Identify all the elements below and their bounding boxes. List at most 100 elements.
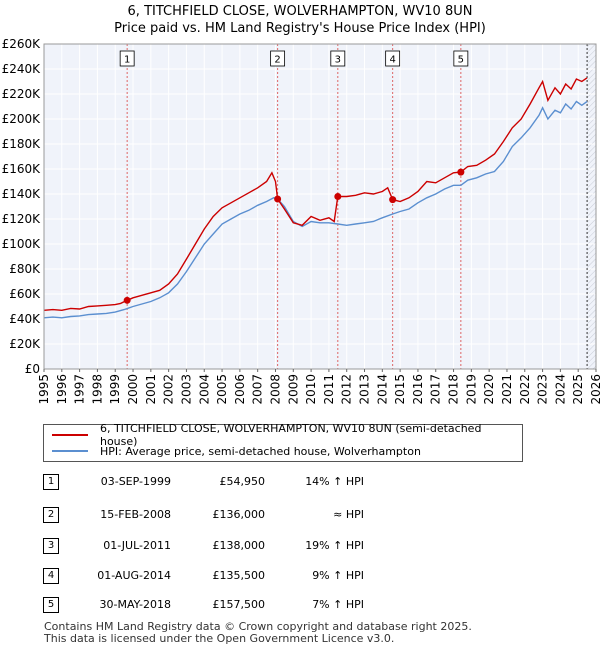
x-tick-label: 2001 xyxy=(144,374,158,405)
x-tick-label: 1999 xyxy=(108,374,122,405)
sale-label: 5 xyxy=(458,55,464,66)
sale-point xyxy=(334,193,342,200)
x-tick-label: 2003 xyxy=(179,374,193,405)
x-tick-label: 2012 xyxy=(340,374,354,405)
transaction-price: £138,000 xyxy=(212,539,266,552)
x-tick-label: 2000 xyxy=(126,374,140,405)
hpi-series-line xyxy=(43,100,588,319)
y-tick-label: £260K xyxy=(2,37,42,51)
transaction-number: 5 xyxy=(43,597,59,613)
y-tick-label: £60K xyxy=(9,287,41,301)
sale-label-box xyxy=(330,50,346,67)
transaction-hpi-diff: ≈ HPI xyxy=(333,508,364,521)
y-tick-label: £80K xyxy=(9,262,41,276)
transaction-hpi-diff: 9% ↑ HPI xyxy=(312,569,364,582)
transaction-date: 01-JUL-2011 xyxy=(103,539,171,552)
x-tick-label: 2026 xyxy=(589,374,600,405)
x-tick-label: 2024 xyxy=(553,374,567,405)
x-tick-label: 2013 xyxy=(358,374,372,405)
x-tick-label: 2002 xyxy=(162,374,176,405)
x-tick-label: 2009 xyxy=(286,374,300,405)
property-series-line xyxy=(43,77,588,312)
chart-title-line2: Price paid vs. HM Land Registry's House … xyxy=(114,21,486,36)
y-tick-label: £40K xyxy=(9,312,41,326)
x-tick-label: 2017 xyxy=(429,374,443,405)
sale-point xyxy=(123,296,131,304)
x-tick-label: 1995 xyxy=(37,374,51,405)
table-row: 5 30-MAY-2018 £157,500 7% ↑ HPI xyxy=(43,597,463,613)
transaction-number: 3 xyxy=(43,538,59,554)
x-tick-label: 2014 xyxy=(375,374,389,405)
y-tick-label: £160K xyxy=(2,162,42,176)
transaction-price: £136,000 xyxy=(212,508,266,521)
sale-point xyxy=(274,195,282,203)
x-tick-label: 2022 xyxy=(518,374,532,405)
x-tick-label: 2023 xyxy=(536,374,550,405)
x-tick-label: 2021 xyxy=(500,374,514,405)
transaction-price: £135,500 xyxy=(212,569,266,582)
legend-item-property: 6, TITCHFIELD CLOSE, WOLVERHAMPTON, WV10… xyxy=(52,422,522,448)
x-tick-label: 1997 xyxy=(73,374,87,405)
x-tick-label: 2018 xyxy=(447,374,461,405)
sale-label-box xyxy=(453,50,469,67)
x-tick-label: 2025 xyxy=(571,374,585,405)
transaction-date: 15-FEB-2008 xyxy=(100,508,171,521)
x-tick-label: 2020 xyxy=(482,374,496,405)
table-row: 2 15-FEB-2008 £136,000 ≈ HPI xyxy=(43,507,463,523)
sale-label-box xyxy=(270,50,286,67)
transaction-number: 4 xyxy=(43,568,59,584)
x-tick-label: 2008 xyxy=(268,374,282,405)
x-tick-label: 2007 xyxy=(251,374,265,405)
transaction-hpi-diff: 14% ↑ HPI xyxy=(305,475,364,488)
transaction-price: £157,500 xyxy=(212,598,266,611)
transaction-hpi-diff: 19% ↑ HPI xyxy=(305,539,364,552)
transaction-number: 1 xyxy=(43,474,59,490)
y-tick-label: £200K xyxy=(2,112,42,126)
table-row: 1 03-SEP-1999 £54,950 14% ↑ HPI xyxy=(43,474,463,490)
footer-license: This data is licensed under the Open Gov… xyxy=(44,632,395,645)
sale-label: 3 xyxy=(335,55,341,66)
x-tick-label: 2016 xyxy=(411,374,425,405)
x-tick-label: 1996 xyxy=(55,374,69,405)
transaction-hpi-diff: 7% ↑ HPI xyxy=(312,598,364,611)
x-tick-label: 1998 xyxy=(90,374,104,405)
plot-border xyxy=(43,43,597,370)
table-row: 3 01-JUL-2011 £138,000 19% ↑ HPI xyxy=(43,538,463,554)
y-tick-label: £140K xyxy=(2,187,42,201)
y-tick-label: £220K xyxy=(2,87,42,101)
legend-swatch-property xyxy=(52,434,88,436)
transaction-number: 2 xyxy=(43,507,59,523)
transaction-date: 30-MAY-2018 xyxy=(99,598,171,611)
transaction-date: 03-SEP-1999 xyxy=(100,475,171,488)
chart-legend: 6, TITCHFIELD CLOSE, WOLVERHAMPTON, WV10… xyxy=(43,422,523,462)
x-tick-label: 2005 xyxy=(215,374,229,405)
sale-label: 4 xyxy=(389,55,395,66)
y-tick-label: £0 xyxy=(25,362,40,376)
legend-label-hpi: HPI: Average price, semi-detached house,… xyxy=(100,444,421,458)
x-tick-label: 2011 xyxy=(322,374,336,405)
x-tick-label: 2019 xyxy=(464,374,478,405)
transaction-date: 01-AUG-2014 xyxy=(97,569,171,582)
sale-label-box xyxy=(385,50,401,67)
x-tick-label: 2010 xyxy=(304,374,318,405)
sale-label: 1 xyxy=(124,55,130,66)
legend-item-hpi: HPI: Average price, semi-detached house,… xyxy=(52,443,421,459)
y-tick-label: £240K xyxy=(2,62,42,76)
y-tick-label: £180K xyxy=(2,137,42,151)
sale-label: 2 xyxy=(274,55,280,66)
footer-copyright: Contains HM Land Registry data © Crown c… xyxy=(44,620,472,633)
chart-title-line1: 6, TITCHFIELD CLOSE, WOLVERHAMPTON, WV10… xyxy=(127,4,473,19)
x-tick-label: 2015 xyxy=(393,374,407,405)
y-tick-label: £120K xyxy=(2,212,42,226)
transaction-price: £54,950 xyxy=(219,475,266,488)
price-chart: 1 2 3 4 5 £0 £20K £40K £60K £80K £100K £120K £140K £1… xyxy=(2,37,600,405)
sale-point xyxy=(457,168,465,176)
x-tick-label: 2004 xyxy=(197,374,211,405)
plot-area xyxy=(44,44,596,369)
legend-swatch-hpi xyxy=(52,450,88,452)
y-tick-label: £20K xyxy=(9,337,41,351)
y-tick-label: £100K xyxy=(2,237,42,251)
legend-label-property: 6, TITCHFIELD CLOSE, WOLVERHAMPTON, WV10… xyxy=(99,422,482,448)
x-tick-label: 2006 xyxy=(233,374,247,405)
sale-label-box xyxy=(119,50,135,67)
